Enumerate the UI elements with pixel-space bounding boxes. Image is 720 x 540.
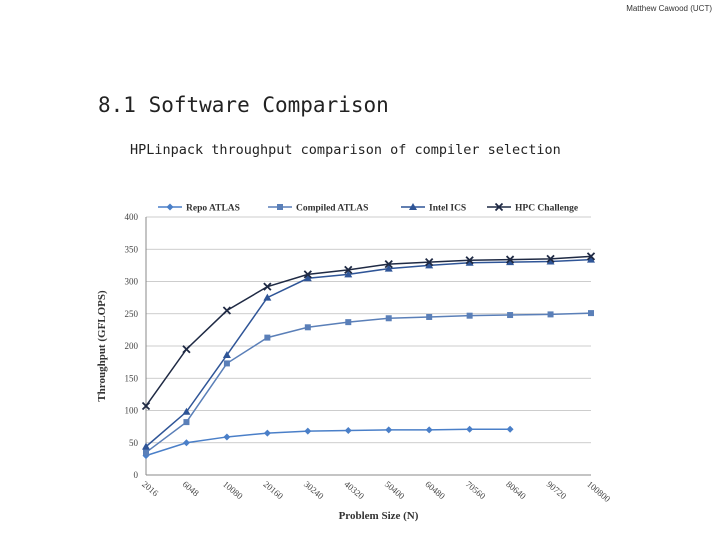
point-s1-1 [183, 419, 190, 426]
x-tick-label-4: 30240 [302, 479, 326, 501]
point-s0-9 [506, 425, 514, 433]
point-s1-10 [547, 311, 554, 318]
point-s2-1 [182, 407, 191, 415]
series-line-3 [145, 255, 592, 407]
point-s2-6 [384, 264, 393, 272]
legend-label-2: Intel ICS [429, 204, 466, 214]
point-s3-0 [141, 401, 151, 411]
y-tick-label-3: 150 [125, 373, 139, 383]
point-s3-8 [465, 256, 474, 265]
point-s2-7 [425, 261, 434, 269]
point-s1-0 [143, 449, 149, 456]
point-s3-11 [586, 252, 596, 261]
slide-title: 8.1 Software Comparison [98, 93, 389, 117]
point-s2-10 [546, 257, 555, 265]
point-s0-4 [304, 427, 312, 435]
point-s0-8 [466, 425, 474, 433]
point-s0-5 [344, 426, 352, 434]
point-s0-3 [263, 429, 271, 437]
point-s2-0 [142, 442, 150, 450]
legend-label-3: HPC Challenge [515, 204, 578, 214]
y-tick-label-7: 350 [125, 244, 139, 254]
point-s2-5 [344, 270, 353, 278]
point-s1-11 [588, 310, 594, 317]
legend-marker-1 [277, 204, 283, 210]
gridlines [146, 216, 591, 476]
x-tick-label-8: 70560 [464, 479, 488, 501]
point-s0-2 [223, 433, 231, 441]
legend-marker-3 [494, 202, 504, 212]
series-lines [141, 252, 596, 460]
point-s1-7 [426, 313, 433, 320]
slide-subtitle: HPLinpack throughput comparison of compi… [130, 142, 561, 158]
y-tick-label-8: 400 [125, 212, 139, 222]
x-tick-label-2: 10080 [221, 479, 245, 501]
point-s0-1 [182, 439, 190, 447]
point-s1-5 [345, 319, 352, 326]
point-s1-3 [264, 334, 271, 341]
point-s3-4 [303, 270, 312, 279]
axes: 0 50 100 150 200 250 300 350 400 2016 6048 10080 201… [125, 212, 613, 504]
point-s2-4 [303, 274, 312, 282]
x-axis-title: Problem Size (N) [339, 510, 419, 522]
y-tick-label-6: 300 [125, 277, 139, 287]
point-s2-2 [222, 351, 231, 359]
legend-label-1: Compiled ATLAS [296, 204, 368, 214]
series-line-2 [145, 258, 592, 448]
x-tick-label-10: 90720 [545, 479, 569, 501]
y-tick-label-1: 50 [129, 438, 139, 448]
x-tick-label-6: 50400 [383, 479, 407, 501]
legend-label-0: Repo ATLAS [186, 204, 240, 214]
x-tick-label-1: 6048 [181, 479, 202, 499]
legend: Repo ATLAS Compiled ATLAS Intel ICS HPC Cha… [158, 202, 578, 214]
point-s3-2 [222, 306, 232, 315]
x-tick-label-3: 20160 [261, 479, 285, 501]
point-s3-7 [425, 258, 434, 267]
point-s2-9 [506, 258, 515, 266]
point-s2-3 [263, 293, 272, 301]
point-s2-8 [465, 258, 474, 266]
point-s3-3 [263, 282, 272, 291]
y-axis-title: Throughput (GFLOPS) [96, 290, 108, 402]
x-tick-label-11: 100800 [585, 479, 612, 504]
point-s1-8 [466, 312, 473, 319]
legend-marker-2 [409, 203, 417, 210]
point-s0-7 [425, 426, 433, 434]
point-s3-10 [546, 254, 555, 264]
point-s2-11 [587, 255, 595, 263]
y-tick-label-5: 250 [125, 309, 139, 319]
legend-marker-0 [166, 203, 174, 211]
y-tick-label-4: 200 [125, 341, 139, 351]
point-s3-9 [505, 255, 515, 264]
point-s3-6 [384, 259, 393, 269]
x-tick-label-7: 60480 [423, 479, 447, 501]
author-credit: Matthew Cawood (UCT) [626, 4, 712, 13]
x-tick-label-0: 2016 [140, 479, 161, 499]
x-tick-label-5: 40320 [342, 479, 366, 501]
series-line-1 [145, 312, 592, 454]
point-s1-2 [223, 360, 230, 367]
point-s3-5 [344, 265, 353, 275]
y-tick-label-2: 100 [125, 406, 139, 416]
point-s1-6 [385, 315, 392, 322]
point-s3-1 [182, 345, 191, 354]
point-s0-6 [385, 426, 393, 434]
series-line-0 [145, 428, 511, 457]
point-s1-9 [507, 312, 514, 319]
x-tick-label-9: 80640 [504, 479, 528, 501]
point-s1-4 [304, 324, 311, 331]
y-tick-label-0: 0 [134, 470, 139, 480]
